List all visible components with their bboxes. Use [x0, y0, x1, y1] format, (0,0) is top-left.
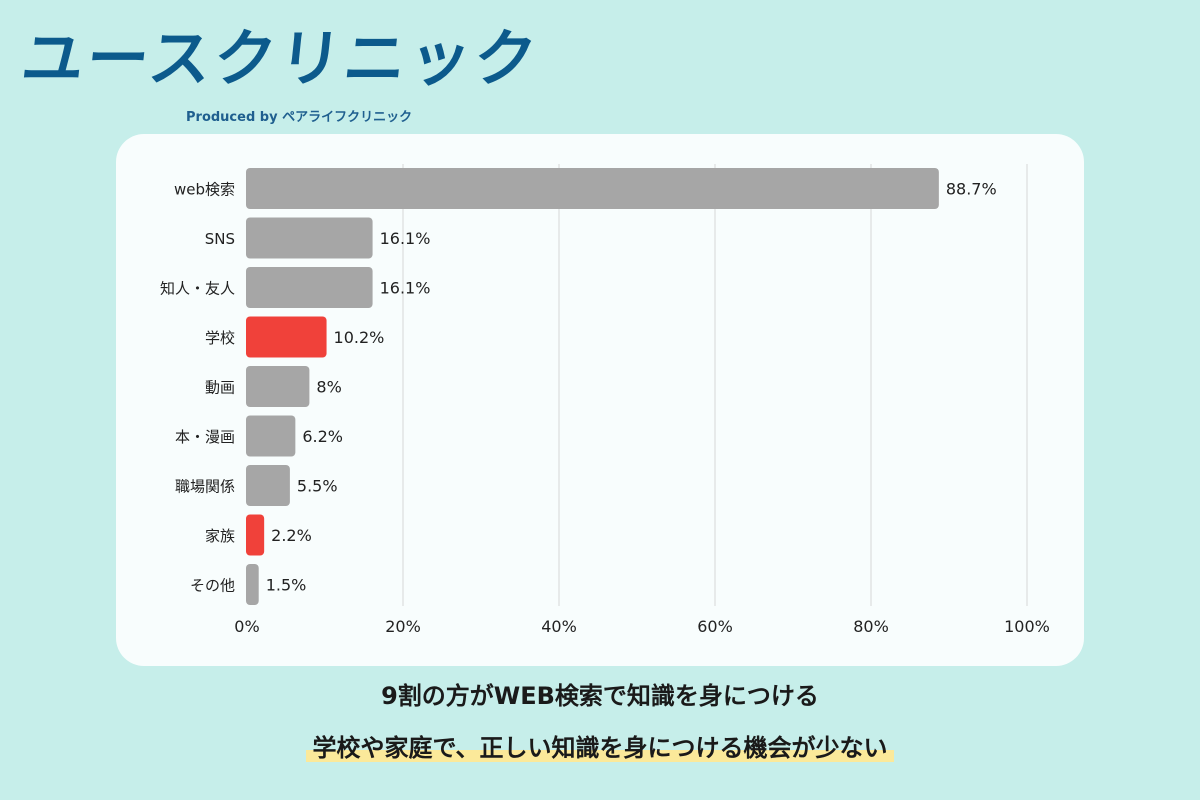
data-label: 5.5%	[297, 477, 338, 496]
data-label: 16.1%	[380, 279, 431, 298]
bar-5	[246, 415, 296, 457]
data-label: 1.5%	[266, 576, 307, 595]
brand-subtitle: Produced by ペアライフクリニック	[186, 110, 413, 125]
caption-line-2-text: 学校や家庭で、正しい知識を身につける機会が少ない	[306, 734, 894, 762]
category-label: 知人・友人	[160, 280, 235, 298]
category-label: 学校	[205, 329, 235, 347]
category-label: 動画	[205, 379, 235, 397]
bar-6	[246, 465, 290, 506]
x-tick-label: 0%	[234, 617, 259, 636]
bar-7	[246, 514, 265, 556]
x-tick-label: 60%	[697, 617, 733, 636]
brand-logo-title: ユースクリニック	[18, 22, 543, 95]
category-label: SNS	[205, 230, 235, 248]
data-label: 2.2%	[271, 526, 312, 545]
bar-chart: 0% 20% 40% 60% 80% 100% web検索 88.7% SNS 16.1% 知人・友…	[160, 164, 1050, 636]
data-label: 10.2%	[334, 328, 385, 347]
data-label: 8%	[316, 378, 341, 397]
bar-8	[246, 564, 259, 605]
category-label: web検索	[174, 181, 235, 199]
x-tick-label: 40%	[541, 617, 577, 636]
caption-line-2: 学校や家庭で、正しい知識を身につける機会が少ない	[0, 728, 1200, 763]
bar-2	[246, 267, 373, 308]
x-tick-label: 80%	[853, 617, 889, 636]
data-label: 88.7%	[946, 180, 997, 199]
bar-0	[246, 168, 939, 209]
x-tick-label: 100%	[1004, 617, 1050, 636]
bar-1	[246, 217, 373, 259]
caption-line-1: 9割の方がWEB検索で知識を身につける	[0, 676, 1200, 711]
category-label: その他	[190, 577, 235, 595]
chart-card: 0% 20% 40% 60% 80% 100% web検索 88.7% SNS 16.1% 知人・友…	[116, 134, 1084, 666]
data-label: 16.1%	[380, 229, 431, 248]
caption-line-1-text: 9割の方がWEB検索で知識を身につける	[381, 682, 819, 710]
data-label: 6.2%	[302, 427, 343, 446]
category-label: 家族	[205, 527, 235, 545]
bar-4	[246, 366, 310, 407]
category-label: 職場関係	[175, 478, 235, 496]
bar-3	[246, 316, 327, 358]
x-tick-label: 20%	[385, 617, 421, 636]
category-label: 本・漫画	[175, 428, 235, 446]
